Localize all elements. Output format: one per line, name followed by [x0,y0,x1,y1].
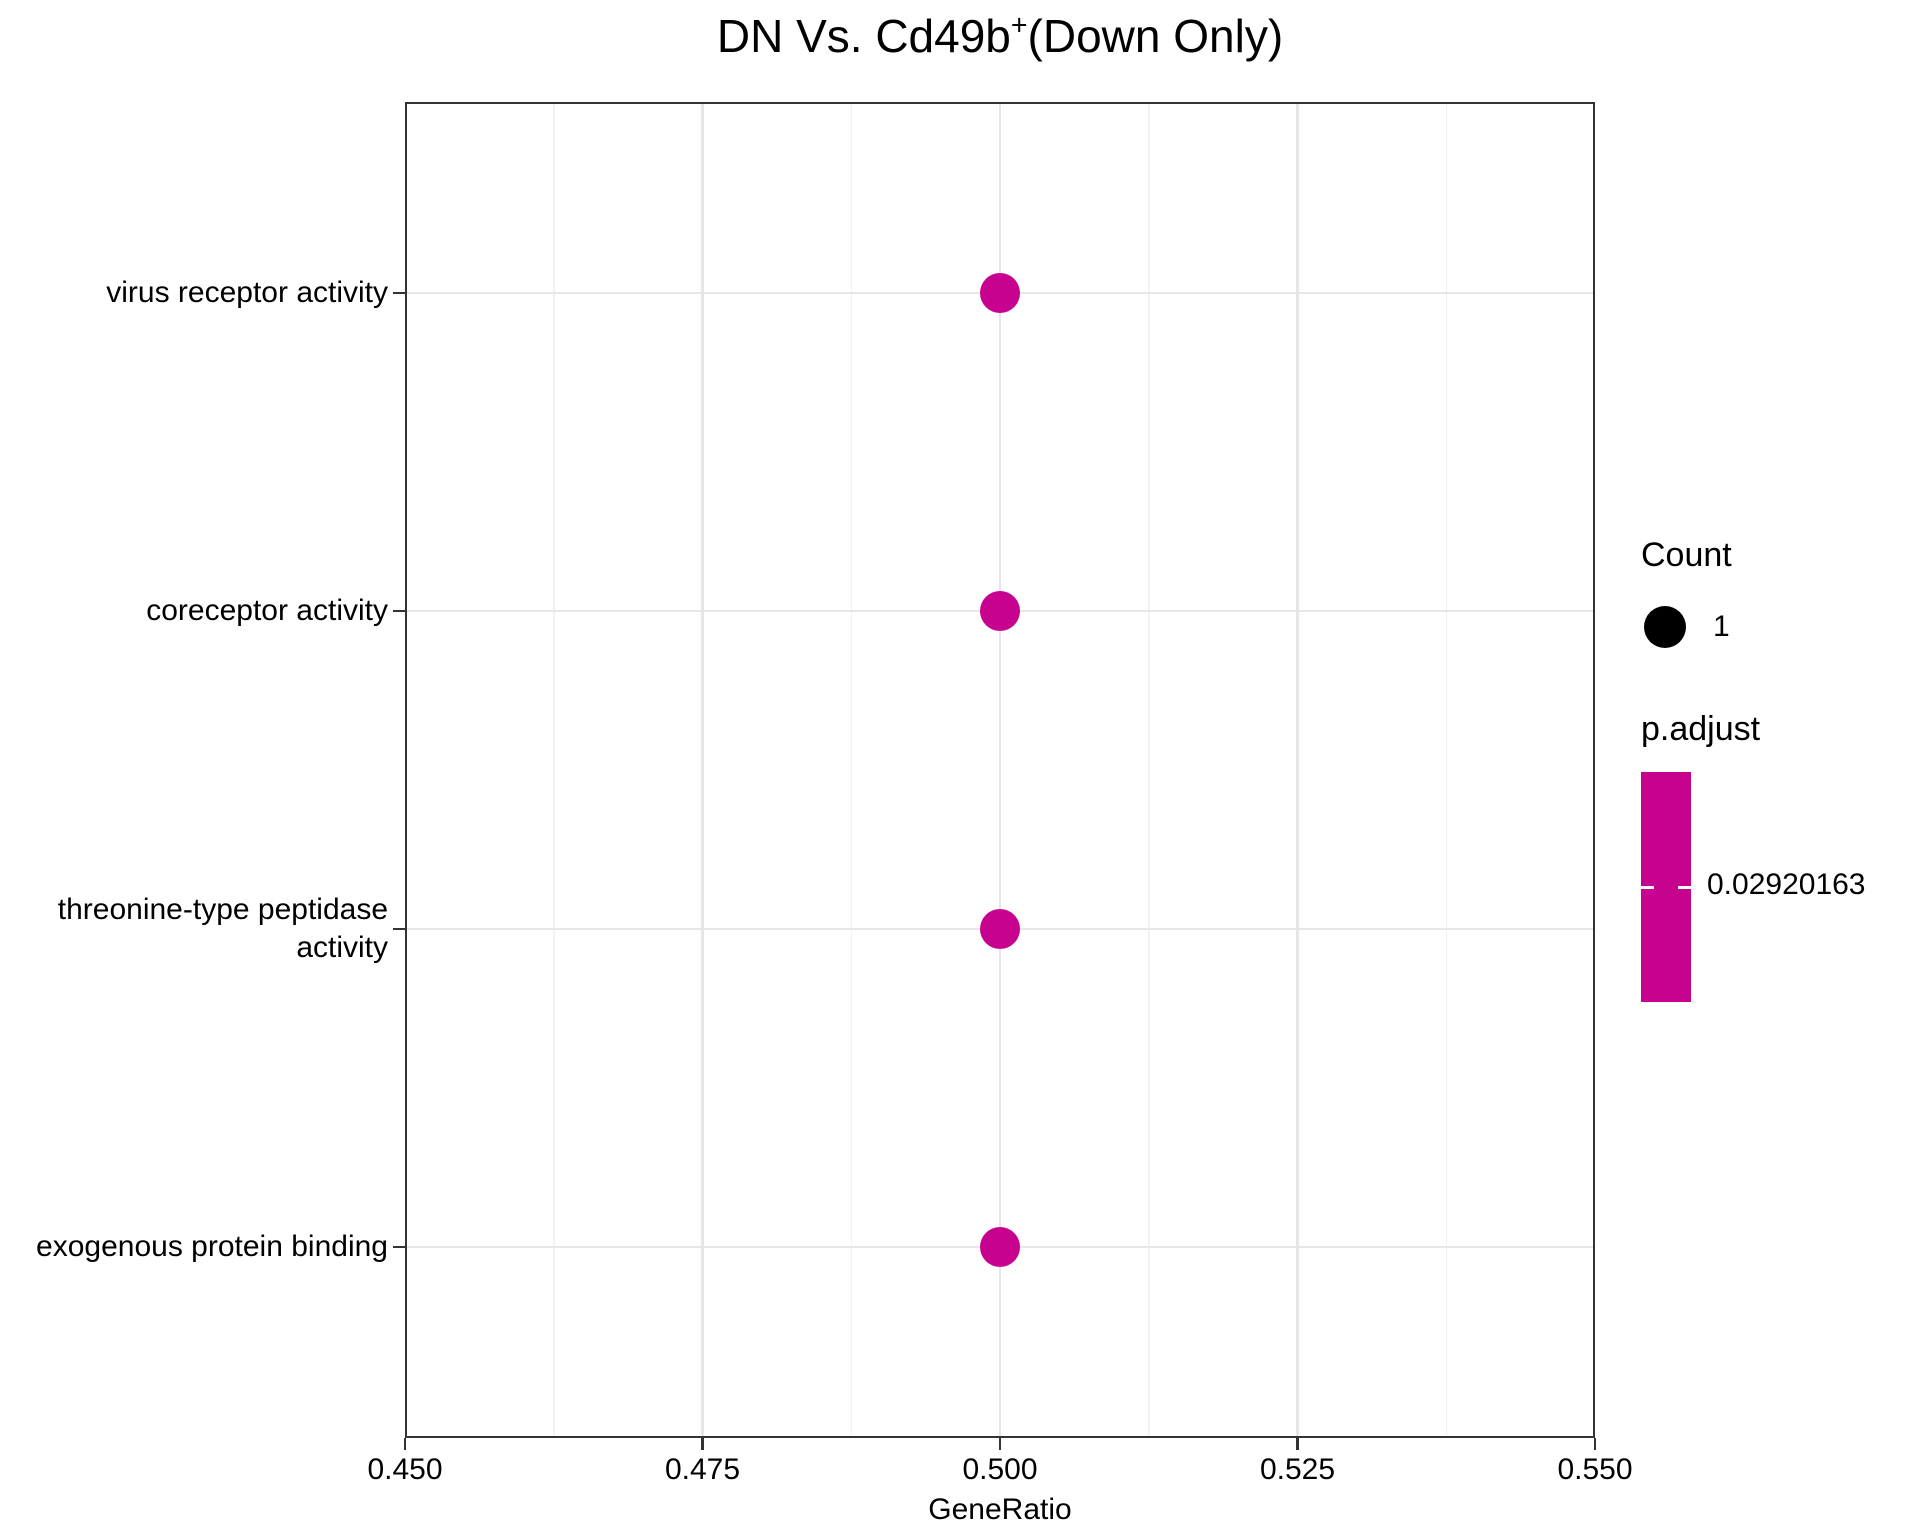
x-tick-mark [998,1438,1002,1450]
gridline-x-major [1593,102,1595,1438]
data-point [980,1227,1020,1268]
count-size-key-dot [1644,606,1686,648]
legend-count-title: Count [1641,536,1732,574]
data-point [980,272,1020,313]
x-tick-mark [1296,1438,1299,1450]
gridline-x-major [405,102,407,1438]
gridline-x-minor [1148,102,1150,1438]
data-point [980,590,1020,631]
padjust-tick-label: 0.02920163 [1707,868,1866,901]
x-tick-mark [1593,1438,1597,1450]
legend-padjust-title: p.adjust [1641,710,1761,748]
x-tick-mark [701,1438,704,1450]
gridline-x-minor [1445,102,1447,1438]
plot-panel [405,102,1595,1438]
gridline-x-major [701,102,704,1438]
x-tick-label: 0.550 [1557,1453,1633,1486]
y-category-label: threonine-type peptidase activity [57,893,388,965]
x-axis-title: GeneRatio [928,1493,1072,1526]
gridline-x-major [998,102,1002,1438]
padjust-colorbar [1641,772,1691,1002]
chart-title: DN Vs. Cd49b+(Down Only) [405,8,1595,64]
gridline-x-minor [850,102,852,1438]
x-tick-label: 0.500 [962,1453,1038,1486]
x-tick-label: 0.450 [367,1453,443,1486]
chart-title-prefix: DN Vs. Cd49b [716,10,1011,62]
y-tick-mark [393,291,405,295]
y-tick-mark [393,927,405,931]
legend: Count 1 p.adjust 0.02920163 [1641,530,1920,1040]
y-tick-mark [393,609,405,613]
gridline-x-major [1296,102,1299,1438]
x-tick-mark [403,1438,407,1450]
x-tick-label: 0.525 [1259,1453,1336,1486]
data-point [980,909,1020,950]
y-category-label: virus receptor activity [106,275,388,309]
colorbar-tick-left [1641,885,1654,889]
chart-title-superscript: + [1010,9,1028,42]
y-category-label: coreceptor activity [146,593,388,627]
chart-title-suffix: (Down Only) [1027,10,1284,62]
x-tick-label: 0.475 [664,1453,741,1486]
y-tick-mark [393,1245,405,1249]
gridline-x-minor [553,102,555,1438]
y-category-label: exogenous protein binding [36,1230,388,1264]
colorbar-tick-right [1678,885,1691,889]
count-size-key-label: 1 [1713,610,1730,643]
